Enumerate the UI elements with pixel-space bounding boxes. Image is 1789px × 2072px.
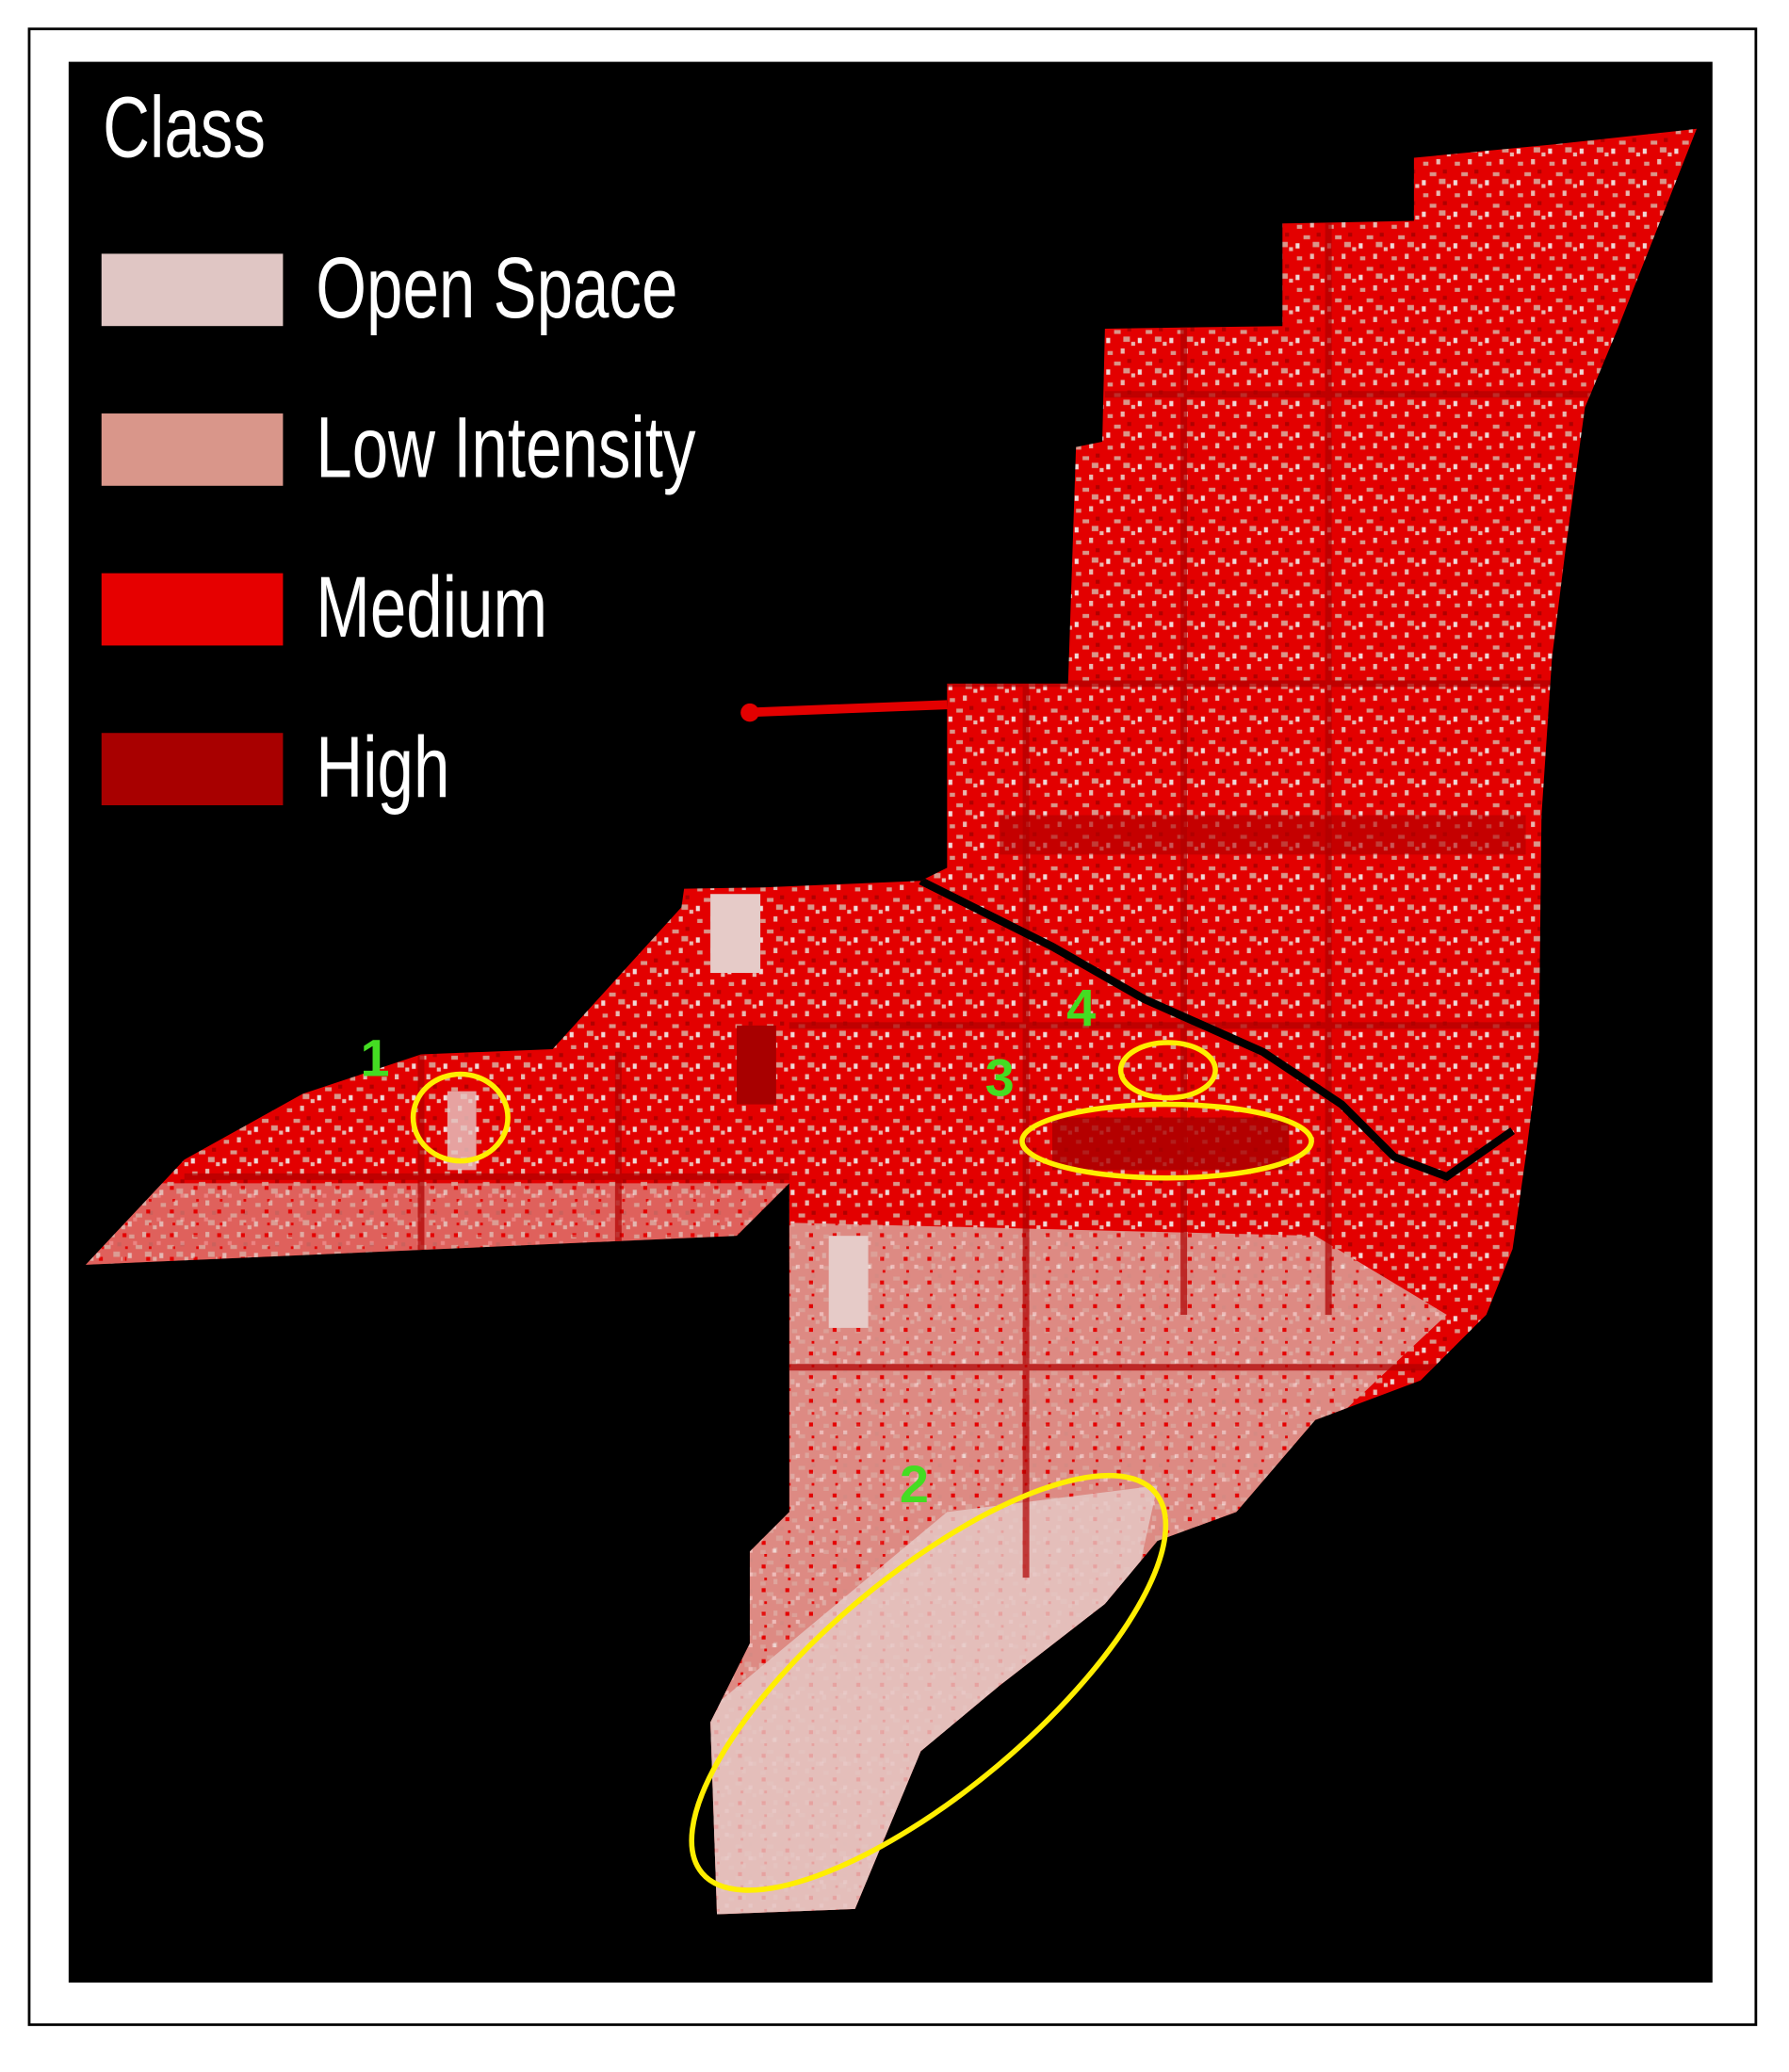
legend-swatch	[101, 413, 284, 486]
legend-swatch	[101, 573, 284, 646]
legend-label: Medium	[316, 559, 547, 656]
annotation-label: 2	[900, 1454, 929, 1514]
annotation-label: 1	[361, 1028, 390, 1088]
highlight-ellipses	[410, 1040, 1314, 1893]
annotation-label: 3	[985, 1048, 1015, 1108]
legend: Class Open Space Low Intensity Medium High	[101, 79, 696, 816]
annotation-label: 4	[1066, 979, 1096, 1038]
legend-label: High	[316, 719, 449, 816]
legend-label: Low Intensity	[316, 399, 695, 496]
legend-title: Class	[103, 79, 266, 176]
legend-label: Open Space	[316, 239, 677, 336]
legend-swatch	[101, 733, 284, 806]
legend-swatch	[101, 253, 284, 327]
